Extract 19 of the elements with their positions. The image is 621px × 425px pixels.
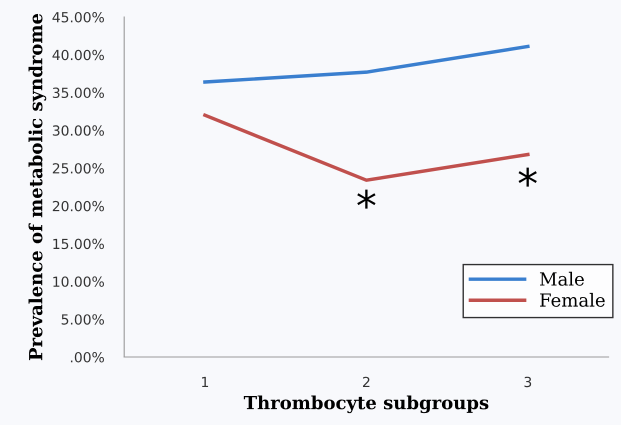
legend-label: Male	[540, 272, 584, 286]
y-tick-label: 20.00%	[52, 200, 104, 212]
x-tick-label: 3	[524, 376, 532, 388]
y-tick-label: .00%	[70, 352, 104, 362]
y-axis-title: Prevalence of metabolic syndrome	[28, 14, 46, 360]
y-tick-label: 40.00%	[52, 50, 104, 60]
x-tick-label: 2	[362, 376, 370, 387]
annotation: *	[357, 190, 376, 209]
y-tick-label: 45.00%	[52, 12, 104, 22]
legend-label: Female	[540, 292, 605, 307]
annotation: *	[518, 168, 537, 187]
y-tick-label: 35.00%	[52, 88, 104, 98]
y-tick-label: 30.00%	[52, 125, 104, 136]
y-tick-label: 10.00%	[53, 276, 104, 287]
y-tick-label: 15.00%	[53, 238, 104, 250]
y-tick-label: 25.00%	[52, 163, 104, 174]
y-tick-label: 5.00%	[62, 314, 104, 325]
x-axis-title: Thrombocyte subgroups	[244, 395, 488, 414]
x-tick-label: 1	[202, 376, 208, 387]
